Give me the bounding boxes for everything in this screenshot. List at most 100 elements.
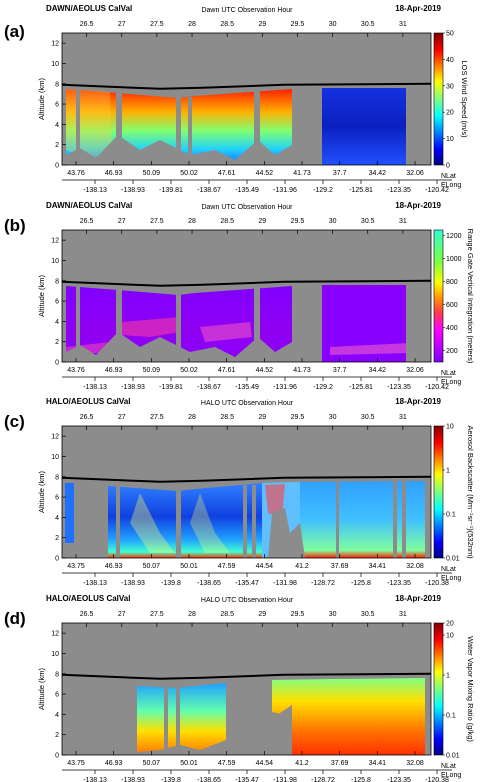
gap-bar xyxy=(336,481,339,558)
plot-frame xyxy=(61,622,432,756)
wind-fill-right xyxy=(322,88,412,165)
y-tick-label: 10 xyxy=(51,258,59,265)
top-tick-label: 31 xyxy=(399,611,407,618)
y-tick-label: 6 xyxy=(55,102,59,109)
bottom-axis: 43.76 46.93 50.09 50.02 47.61 44.52 41.73 37.7 3… xyxy=(62,358,461,391)
elong-tick-label: -138.13 xyxy=(83,777,107,782)
elong-tick-label: -131.98 xyxy=(273,580,297,587)
nlat-tick-label: 46.93 xyxy=(105,170,123,177)
gap-bar xyxy=(252,485,256,558)
top-tick-label: 26.5 xyxy=(80,611,94,618)
colorbar-tick-label: 10 xyxy=(446,424,454,431)
top-tick-label: 31 xyxy=(399,414,407,421)
y-tick-label: 10 xyxy=(51,454,59,461)
gap-bar xyxy=(292,88,322,165)
y-tick-label: 0 xyxy=(55,360,59,367)
y-tick-label: 10 xyxy=(51,61,59,68)
colorbar-scale xyxy=(433,229,444,363)
nlat-tick-label: 50.07 xyxy=(143,563,161,570)
panel-letter: (d) xyxy=(4,609,26,628)
top-axis-title: HALO UTC Observation Hour xyxy=(201,400,294,407)
panel-b: (b) DAWN/AEOLUS CalVal 18-Apr-2019 Dawn … xyxy=(4,201,475,391)
nlat-tick-label: 46.93 xyxy=(105,563,123,570)
elong-tick-label: -123.35 xyxy=(387,777,411,782)
panel-letter: (b) xyxy=(4,216,26,235)
nlat-tick-label: 47.59 xyxy=(218,563,236,570)
nlat-tick-label: 34.42 xyxy=(369,170,387,177)
nlat-label: NLat xyxy=(441,763,456,770)
nlat-tick-label: 50.01 xyxy=(180,760,198,767)
integration-band xyxy=(330,343,410,355)
top-tick-label: 28.5 xyxy=(220,218,234,225)
aerosol-plume xyxy=(130,493,175,553)
colorbar-tick-label: 40 xyxy=(446,57,454,64)
aircraft-altitude-line xyxy=(61,279,432,287)
top-axis: 26.5 27 27.5 28 28.5 29 29.5 30 30.5 31 xyxy=(80,611,407,627)
y-axis: 0 2 4 6 8 10 12 Altitude (km) xyxy=(37,41,66,170)
gap-bar xyxy=(243,485,247,558)
nlat-tick-label: 43.76 xyxy=(67,170,85,177)
integration-fill-right xyxy=(322,285,412,362)
nlat-tick-label: 32.08 xyxy=(406,760,424,767)
elong-tick-label: -125.8 xyxy=(351,777,371,782)
gap-bar xyxy=(74,483,108,558)
gap-bar xyxy=(406,285,412,362)
y-tick-label: 12 xyxy=(51,631,59,638)
elong-tick-label: -138.13 xyxy=(83,187,107,194)
top-tick-label: 28.5 xyxy=(220,414,234,421)
nlat-tick-label: 32.06 xyxy=(406,367,424,374)
aerosol-fill xyxy=(65,483,74,543)
bottom-axis: 43.76 46.93 50.09 50.02 47.61 44.52 41.73 37.7 3… xyxy=(62,161,461,194)
aircraft-altitude-line xyxy=(61,475,432,483)
y-tick-label: 6 xyxy=(55,495,59,502)
y-tick-label: 2 xyxy=(55,732,59,739)
colorbar-tick-label: 1 xyxy=(446,673,450,680)
gap-bar xyxy=(402,481,406,558)
top-tick-label: 30.5 xyxy=(361,21,375,28)
colorbar-tick-label: 20 xyxy=(446,110,454,117)
colorbar-tick-label: 0 xyxy=(446,163,450,170)
colorbar-tick-label: 1200 xyxy=(446,233,462,240)
y-tick-label: 6 xyxy=(55,692,59,699)
top-tick-label: 26.5 xyxy=(80,218,94,225)
elong-tick-label: -139.8 xyxy=(161,777,181,782)
elong-tick-label: -138.65 xyxy=(197,777,221,782)
gap-bar xyxy=(76,287,80,362)
nlat-tick-label: 46.93 xyxy=(105,367,123,374)
colorbar-tick-label: 0.1 xyxy=(446,512,456,519)
y-tick-label: 6 xyxy=(55,299,59,306)
elong-tick-label: -123.35 xyxy=(387,580,411,587)
plot-frame xyxy=(61,229,432,363)
gap-bar xyxy=(188,97,192,165)
y-tick-label: 4 xyxy=(55,122,59,129)
nlat-tick-label: 47.61 xyxy=(218,367,236,374)
colorbar-tick-label: 400 xyxy=(446,325,458,332)
top-tick-label: 30 xyxy=(329,218,337,225)
gap-bar xyxy=(116,486,120,558)
nlat-tick-label: 47.59 xyxy=(218,760,236,767)
panel-a: (a) DAWN/AEOLUS CalVal 18-Apr-2019 Dawn … xyxy=(4,4,469,194)
y-axis-label: Altitude (km) xyxy=(37,470,46,513)
panel-d: (d) HALO/AEOLUS CalVal 18-Apr-2019 HALO … xyxy=(4,594,475,782)
surface-mask xyxy=(66,332,292,362)
y-tick-label: 8 xyxy=(55,81,59,88)
aerosol-fill-right xyxy=(300,481,425,558)
top-tick-label: 29.5 xyxy=(291,414,305,421)
bottom-axis: 43.75 46.93 50.07 50.01 47.59 44.54 41.2 37.69 3… xyxy=(62,751,461,782)
top-tick-label: 27 xyxy=(118,414,126,421)
nlat-tick-label: 50.02 xyxy=(180,170,198,177)
gap-bar xyxy=(76,90,80,165)
colorbar-tick-label: 800 xyxy=(446,279,458,286)
elong-label: ELong xyxy=(441,575,461,582)
elong-tick-label: -139.8 xyxy=(161,580,181,587)
elong-label: ELong xyxy=(441,772,461,779)
y-axis-label: Altitude (km) xyxy=(37,667,46,710)
top-tick-label: 30 xyxy=(329,21,337,28)
plot-frame xyxy=(61,32,432,166)
gap-bar xyxy=(164,686,168,755)
elong-tick-label: -138.93 xyxy=(121,187,145,194)
y-tick-label: 10 xyxy=(51,651,59,658)
elong-tick-label: -135.47 xyxy=(235,580,259,587)
elong-tick-label: -139.81 xyxy=(159,187,183,194)
